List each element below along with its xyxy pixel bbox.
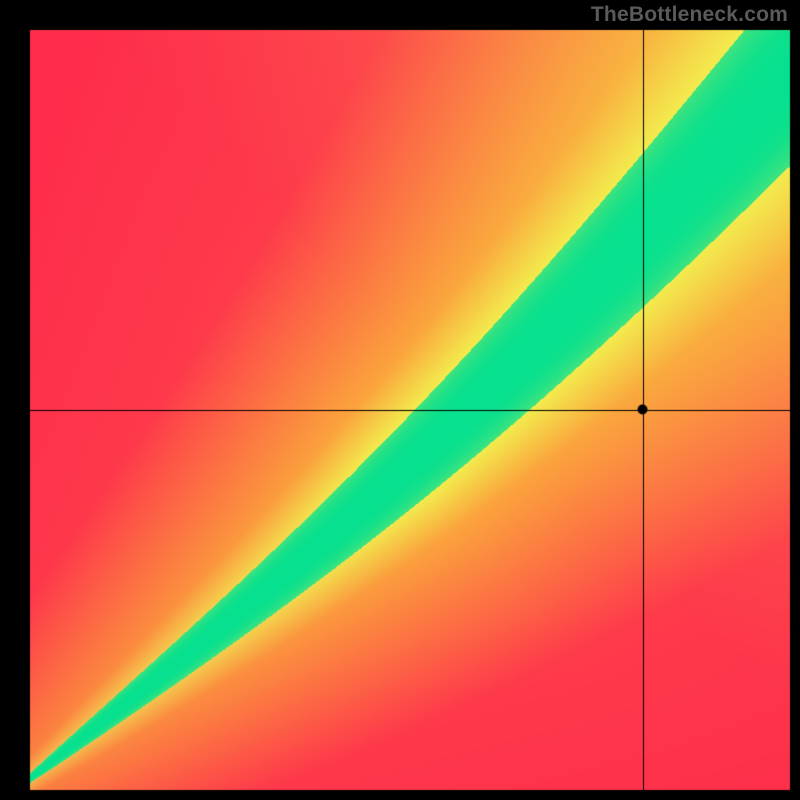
watermark-text: TheBottleneck.com	[591, 3, 788, 27]
bottleneck-heatmap	[0, 0, 800, 800]
